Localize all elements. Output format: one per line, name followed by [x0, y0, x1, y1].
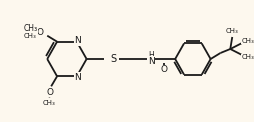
Text: S: S	[110, 54, 116, 64]
Text: CH₃: CH₃	[225, 28, 238, 34]
Text: N: N	[74, 36, 81, 45]
Text: O: O	[37, 28, 44, 37]
Text: CH₃: CH₃	[23, 33, 36, 39]
Text: N: N	[148, 56, 154, 66]
Text: O: O	[46, 88, 54, 97]
Text: CH₃: CH₃	[241, 38, 253, 44]
Text: CH₃: CH₃	[241, 54, 253, 60]
Text: N: N	[74, 73, 81, 82]
Text: CH₃: CH₃	[43, 100, 55, 106]
Text: O: O	[160, 66, 167, 75]
Text: CH₃: CH₃	[23, 24, 37, 33]
Text: H: H	[148, 51, 154, 60]
